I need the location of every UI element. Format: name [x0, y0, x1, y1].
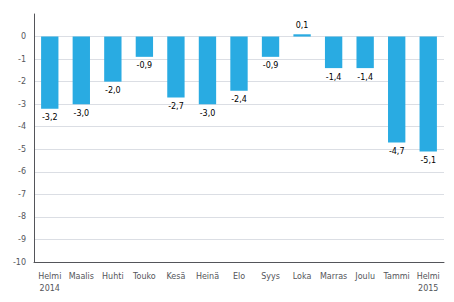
svg-text:-2,7: -2,7 — [168, 102, 184, 111]
svg-text:Marras: Marras — [320, 272, 347, 281]
svg-text:-0,9: -0,9 — [263, 61, 279, 70]
svg-text:0,1: 0,1 — [296, 21, 309, 30]
svg-text:-0,9: -0,9 — [137, 61, 153, 70]
svg-text:Helmi: Helmi — [417, 272, 440, 281]
svg-text:Joulu: Joulu — [354, 272, 375, 281]
svg-text:-9: -9 — [18, 235, 26, 244]
svg-text:Touko: Touko — [132, 272, 156, 281]
svg-text:-4,7: -4,7 — [389, 147, 405, 156]
svg-text:-4: -4 — [18, 122, 26, 131]
svg-text:-3,2: -3,2 — [42, 113, 58, 122]
svg-text:2015: 2015 — [418, 284, 438, 293]
svg-text:-3,0: -3,0 — [200, 109, 216, 118]
svg-text:2014: 2014 — [40, 284, 60, 293]
svg-text:-10: -10 — [13, 258, 26, 267]
svg-text:-2: -2 — [18, 77, 26, 86]
svg-text:-2,4: -2,4 — [231, 95, 247, 104]
svg-text:Elo: Elo — [233, 272, 245, 281]
svg-text:Helmi: Helmi — [38, 272, 61, 281]
svg-text:-3,0: -3,0 — [74, 109, 90, 118]
svg-text:0: 0 — [21, 32, 26, 41]
svg-text:Syys: Syys — [261, 272, 280, 281]
svg-text:-7: -7 — [18, 190, 26, 199]
svg-text:-8: -8 — [18, 212, 26, 221]
svg-text:Loka: Loka — [293, 272, 312, 281]
svg-text:-6: -6 — [18, 167, 26, 176]
svg-text:Maalis: Maalis — [69, 272, 94, 281]
svg-text:Tammi: Tammi — [383, 272, 410, 281]
svg-text:-5,1: -5,1 — [420, 156, 436, 165]
svg-text:Huhti: Huhti — [102, 272, 124, 281]
svg-text:-5: -5 — [18, 145, 26, 154]
svg-text:-3: -3 — [18, 100, 26, 109]
svg-text:-1: -1 — [18, 55, 26, 64]
svg-text:Kesä: Kesä — [167, 272, 186, 281]
svg-text:-1,4: -1,4 — [326, 73, 342, 82]
svg-text:-1,4: -1,4 — [357, 73, 373, 82]
svg-text:-2,0: -2,0 — [105, 86, 121, 95]
svg-text:Heinä: Heinä — [196, 272, 219, 281]
